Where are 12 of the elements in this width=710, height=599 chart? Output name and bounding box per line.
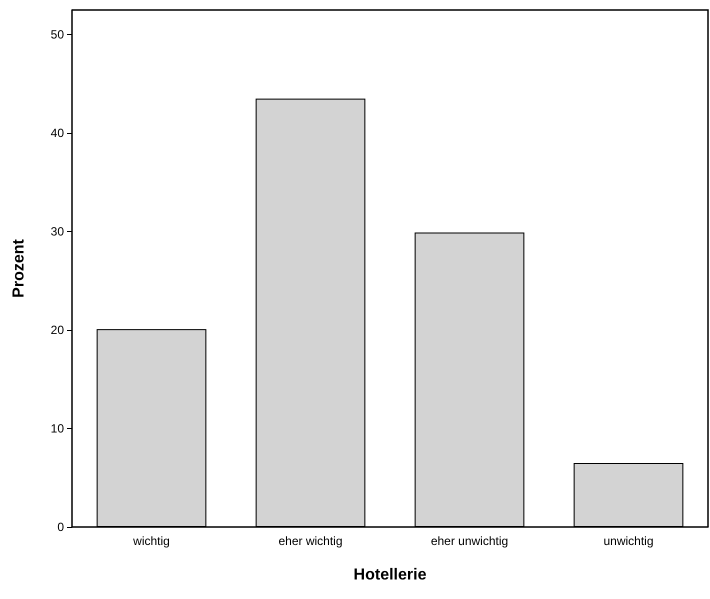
x-tick-label: eher unwichtig	[430, 534, 508, 548]
x-axis-title: Hotellerie	[354, 566, 427, 584]
y-tick-label: 30	[50, 224, 64, 239]
y-tick-label: 10	[50, 422, 64, 436]
x-tick-label: unwichtig	[603, 534, 654, 548]
y-tick-label: 0	[57, 520, 64, 534]
y-tick-label: 20	[50, 323, 64, 338]
y-tick-label: 40	[50, 126, 64, 140]
y-tick-label: 50	[50, 28, 64, 42]
x-tick-label: eher wichtig	[278, 534, 343, 548]
x-tick-label: wichtig	[132, 534, 170, 548]
y-axis-title: Prozent	[10, 238, 28, 298]
